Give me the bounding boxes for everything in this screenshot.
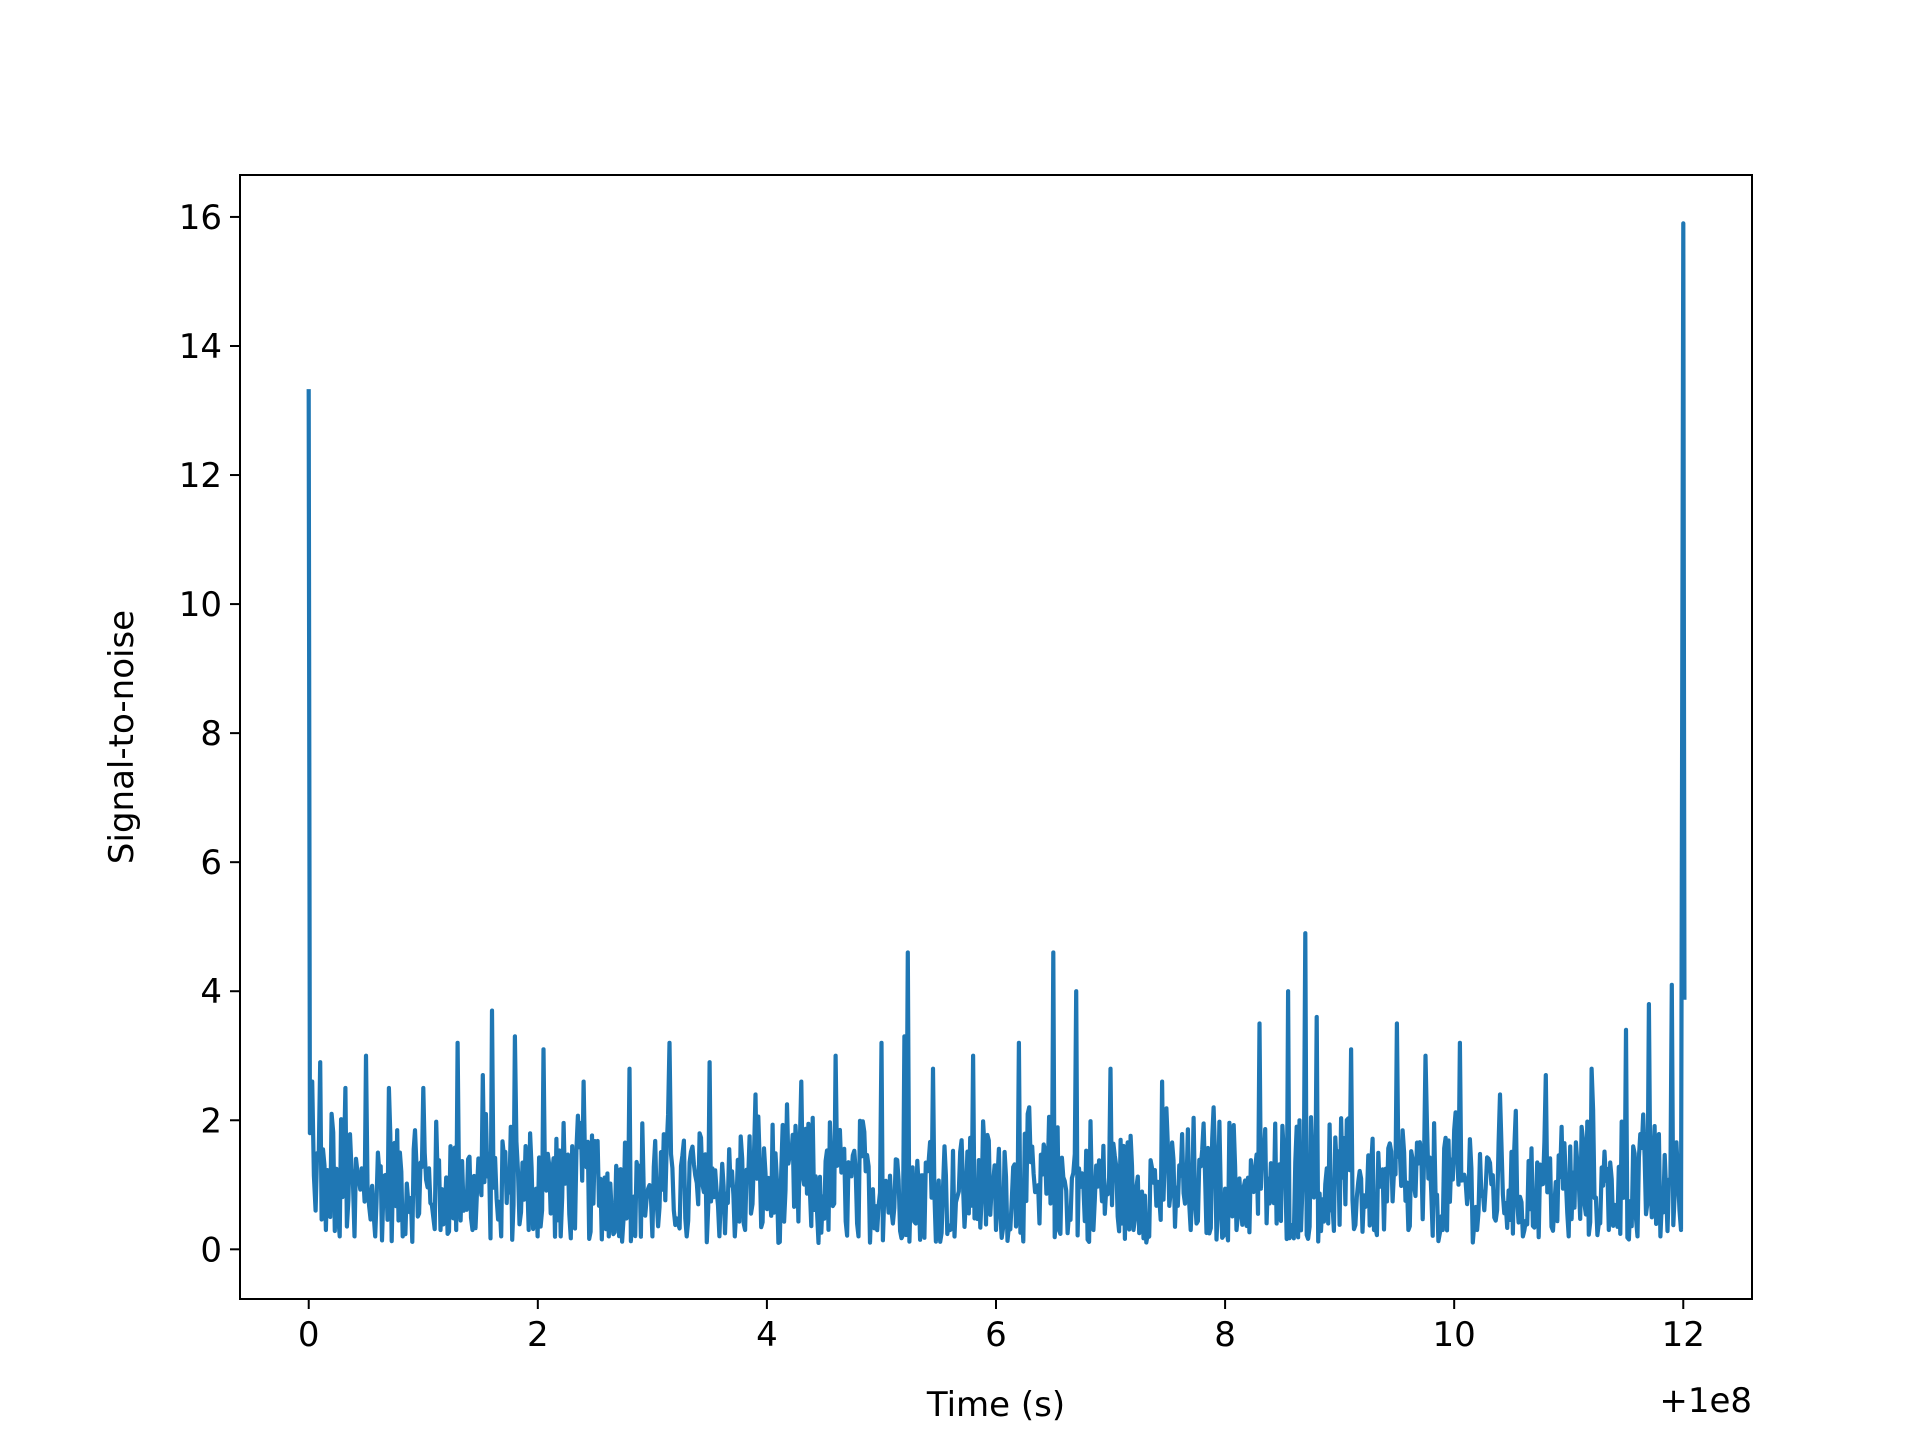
series-line bbox=[306, 221, 1687, 1245]
y-tick-label: 16 bbox=[179, 198, 222, 238]
x-tick-label: 0 bbox=[298, 1315, 320, 1355]
y-tick-label: 4 bbox=[200, 972, 222, 1012]
plot-area bbox=[306, 221, 1687, 1245]
y-tick-label: 12 bbox=[179, 456, 222, 496]
x-tick-label: 2 bbox=[527, 1315, 549, 1355]
x-tick-label: 10 bbox=[1433, 1315, 1476, 1355]
y-axis-label: Signal-to-noise bbox=[102, 610, 142, 864]
y-axis: 0 2 4 6 8 10 12 14 16 bbox=[179, 198, 240, 1270]
y-tick-label: 14 bbox=[179, 327, 222, 367]
y-tick-label: 2 bbox=[200, 1101, 222, 1141]
x-axis: 0 2 4 6 8 10 12 bbox=[298, 1299, 1705, 1355]
x-axis-label: Time (s) bbox=[926, 1385, 1065, 1425]
y-tick-label: 10 bbox=[179, 585, 222, 625]
x-tick-label: 4 bbox=[756, 1315, 778, 1355]
y-tick-label: 0 bbox=[200, 1230, 222, 1270]
x-axis-offset-label: +1e8 bbox=[1659, 1381, 1752, 1421]
y-tick-label: 6 bbox=[200, 843, 222, 883]
x-tick-label: 12 bbox=[1662, 1315, 1705, 1355]
x-tick-label: 6 bbox=[985, 1315, 1007, 1355]
y-tick-label: 8 bbox=[200, 714, 222, 754]
x-tick-label: 8 bbox=[1214, 1315, 1236, 1355]
